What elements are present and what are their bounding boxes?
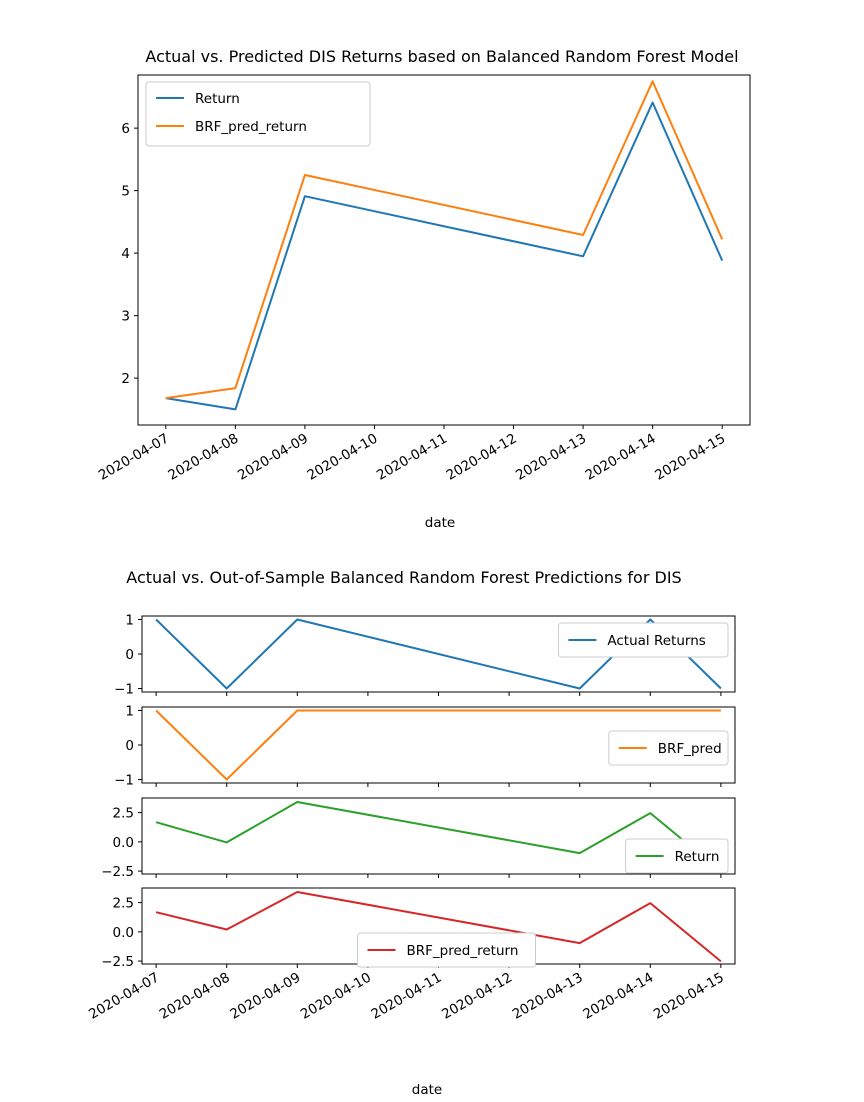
y-tick-label: 0.0	[113, 835, 134, 851]
legend-label: Actual Returns	[607, 633, 705, 649]
y-tick-label: 4	[121, 246, 130, 262]
legend-label: Return	[195, 91, 240, 107]
y-tick-label: 1	[125, 703, 134, 719]
x-tick-label: 2020-04-14	[583, 431, 659, 484]
chart-actual-vs-predicted-returns: Actual vs. Predicted DIS Returns based o…	[96, 47, 751, 531]
y-tick-label: −1	[114, 682, 134, 698]
x-tick-label: 2020-04-07	[96, 431, 172, 484]
y-tick-label: 6	[121, 121, 130, 137]
x-tick-label: 2020-04-08	[157, 970, 233, 1023]
subplot-return: 2.5 0.0 −2.5 Return	[101, 797, 736, 880]
x-tick-label: 2020-04-07	[86, 970, 162, 1023]
series-line	[155, 801, 722, 873]
y-tick-label: 2	[121, 371, 130, 387]
legend: Return BRF_pred_return	[145, 81, 371, 147]
x-axis-label: date	[412, 1082, 442, 1098]
legend-label: Return	[675, 849, 720, 865]
x-tick-label: 2020-04-09	[227, 970, 303, 1023]
x-tick-label: 2020-04-15	[652, 431, 728, 484]
chart-out-of-sample-predictions: Actual vs. Out-of-Sample Balanced Random…	[86, 568, 736, 1098]
legend-box	[557, 622, 729, 658]
y-tick-label: 2.5	[113, 896, 134, 912]
y-tick-label: −2.5	[101, 954, 134, 970]
x-axis-label: date	[425, 515, 455, 531]
legend: Return	[625, 838, 729, 874]
x-tick-label: 2020-04-10	[304, 431, 380, 484]
legend: BRF_pred	[608, 730, 729, 766]
y-tick-label: 3	[121, 309, 130, 325]
legend-label: BRF_pred	[658, 741, 722, 757]
y-tick-label: 2.5	[113, 806, 134, 822]
legend-label: BRF_pred_return	[407, 943, 519, 959]
chart-title: Actual vs. Predicted DIS Returns based o…	[145, 47, 738, 66]
series-line-brf-pred-return	[165, 80, 724, 400]
legend-box	[608, 730, 729, 766]
y-tick-label: 5	[121, 184, 130, 200]
subplot-brf-pred: 1 0 −1 BRF_pred	[114, 703, 736, 789]
series-line	[155, 709, 721, 781]
x-tick-label: 2020-04-13	[510, 970, 586, 1023]
subplot-brf-pred-return: 2.5 0.0 −2.52020-04-072020-04-082020-04-09…	[86, 887, 736, 1023]
y-tick-label: −2.5	[101, 864, 134, 880]
x-tick-label: 2020-04-11	[374, 431, 450, 484]
legend-label: BRF_pred_return	[195, 119, 307, 135]
subplot-actual-returns: 1 0 −1 Actual Returns	[114, 612, 736, 698]
chart-title: Actual vs. Out-of-Sample Balanced Random…	[126, 568, 681, 587]
y-tick-label: −1	[114, 773, 134, 789]
x-tick-label: 2020-04-08	[165, 431, 241, 484]
legend-box	[145, 81, 371, 147]
y-tick-label: 0	[125, 647, 134, 663]
y-tick-label: 0	[125, 738, 134, 754]
x-tick-label: 2020-04-12	[439, 970, 515, 1023]
y-tick-label: 1	[125, 612, 134, 628]
x-tick-label: 2020-04-15	[651, 970, 727, 1023]
x-tick-label: 2020-04-13	[513, 431, 589, 484]
y-tick-label: 0.0	[113, 925, 134, 941]
x-tick-label: 2020-04-11	[369, 970, 445, 1023]
series-line-return	[165, 101, 724, 411]
legend-box	[625, 838, 729, 874]
x-tick-label: 2020-04-09	[235, 431, 311, 484]
x-tick-label: 2020-04-10	[298, 970, 374, 1023]
legend-box	[357, 932, 536, 968]
legend: BRF_pred_return	[357, 932, 536, 968]
series-line	[155, 891, 722, 963]
x-tick-label: 2020-04-12	[444, 431, 520, 484]
x-tick-label: 2020-04-14	[580, 970, 656, 1023]
legend: Actual Returns	[557, 622, 729, 658]
